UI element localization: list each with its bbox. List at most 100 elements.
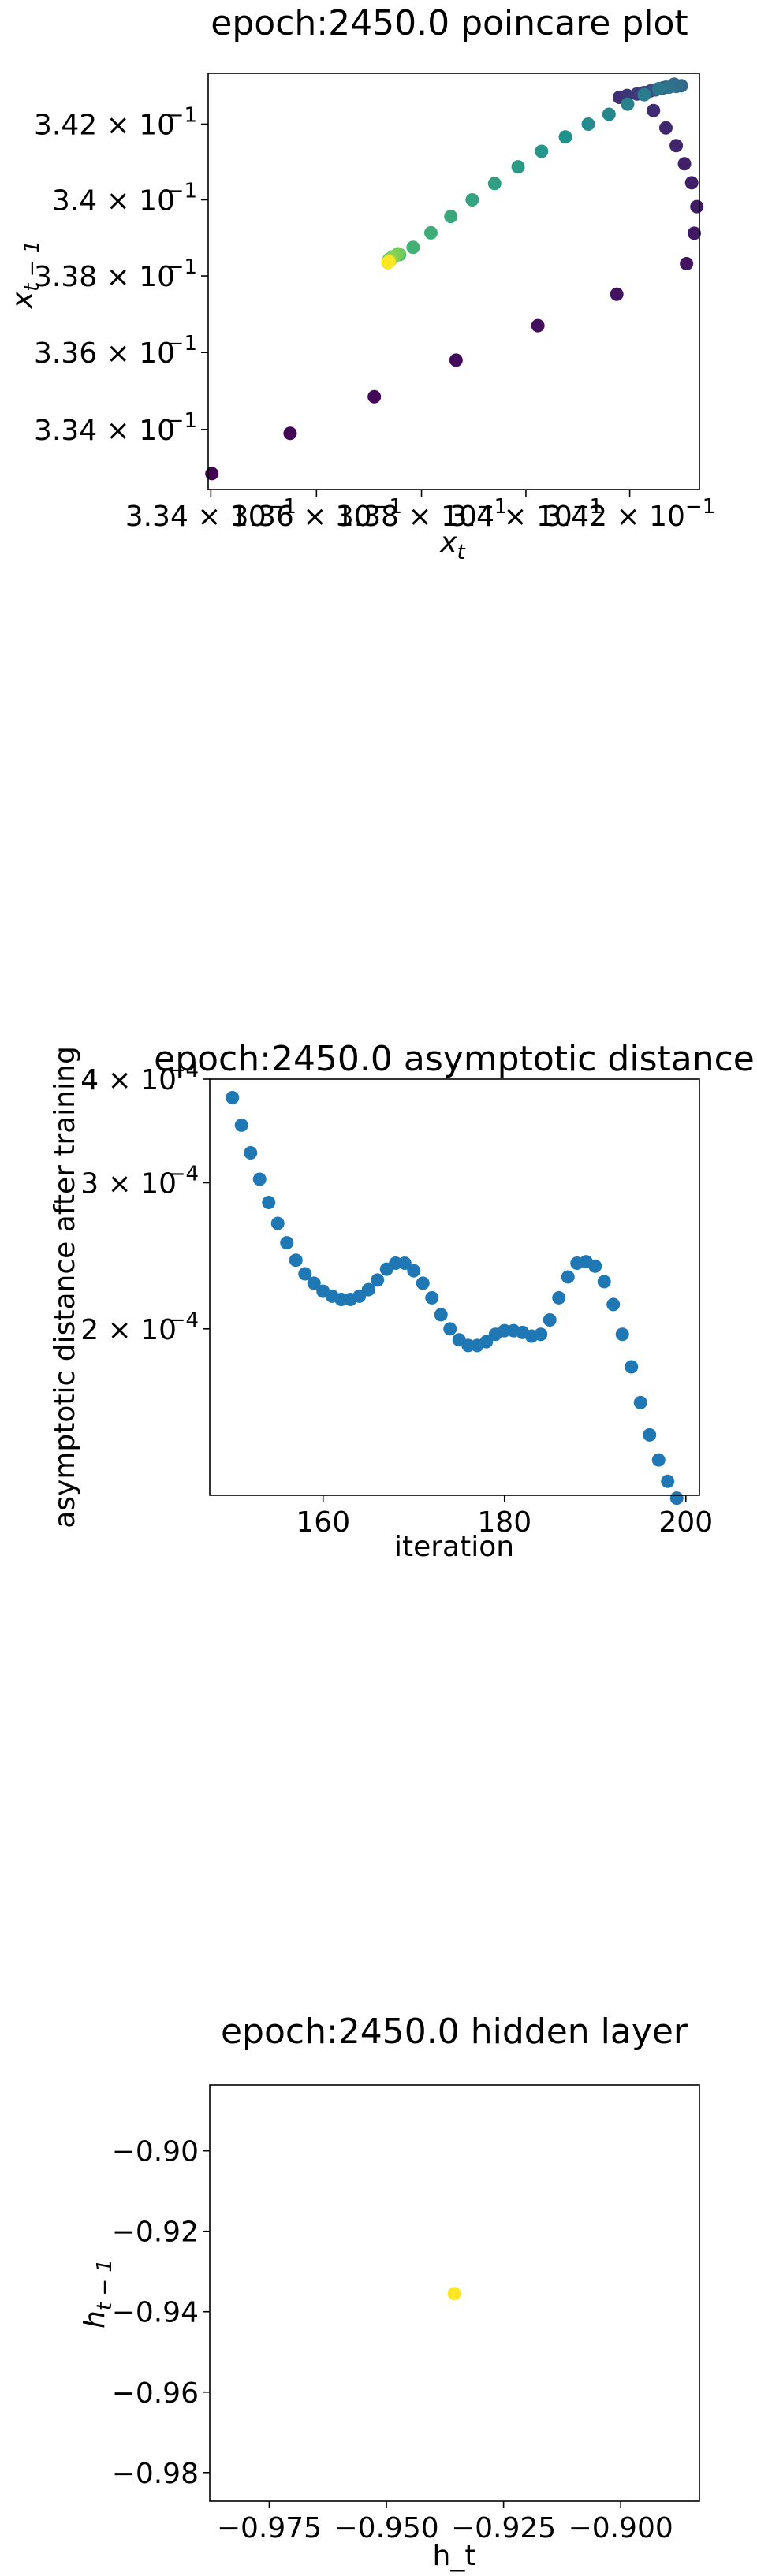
poincare-point [487,177,502,191]
distance-point [397,1256,412,1270]
distance-point [270,1216,285,1230]
poincare-x-axis-label: xt [439,527,465,564]
y-tick-label: 3 × 10 [80,1167,177,1200]
distance-point [615,1327,629,1342]
poincare-point [531,318,545,333]
poincare-y-label-base: x [6,291,39,309]
distance-point [534,1327,548,1342]
y-tick-label: −0.98 [112,2458,199,2490]
distance-point [425,1290,439,1305]
distance-point [226,1090,240,1104]
x-tick-label: −0.975 [217,2512,322,2544]
x-tick-label: 3.34 × 10−1 [125,495,296,533]
x-tick-label: 160 [296,1506,350,1539]
distance-point [552,1290,566,1305]
distance-point [371,1273,385,1287]
distance-point [280,1236,294,1250]
poincare-point [205,467,219,481]
distance-point [361,1282,375,1297]
poincare-point [449,353,463,367]
x-tick-label: 3.38 × 10−1 [336,495,507,533]
distance-point [307,1276,321,1290]
distance-point [407,1264,421,1278]
y-tick-label: 4 × 10 [80,1064,177,1096]
poincare-point [535,144,549,158]
y-tick-exponent: −4 [169,1162,199,1186]
y-tick-label: −0.94 [112,2297,199,2329]
distance-point [661,1474,675,1488]
y-tick-label: 2 × 10 [80,1314,177,1346]
distance-point [543,1313,557,1327]
poincare-points [205,77,704,481]
y-tick-exponent: −1 [167,179,197,203]
x-tick-label: −0.950 [334,2512,438,2544]
distance-point [234,1118,248,1132]
distance-plot-frame [209,1078,700,1496]
hidden-layer-y-axis-label: ht − 1 [79,2259,117,2328]
poincare-point [423,225,438,240]
poincare-point [581,117,595,131]
poincare-plot-title: epoch:2450.0 poincare plot [211,3,688,43]
poincare-point [621,97,635,111]
distance-point [606,1297,621,1312]
y-tick-label: 3.34 × 10 [34,415,175,447]
distance-point [643,1428,657,1442]
x-tick-label: 3.4 × 10−1 [449,495,602,533]
distance-point [597,1275,611,1289]
distance-x-axis-label: iteration [394,1531,514,1563]
poincare-point [465,192,479,207]
x-tick-label: 3.36 × 10−1 [231,495,402,533]
distance-point [633,1395,647,1409]
poincare-y-label-sub: t − 1 [21,240,44,292]
poincare-point [511,160,525,174]
poincare-point [651,82,666,96]
poincare-point [677,157,692,171]
poincare-point [687,226,701,240]
y-tick-exponent: −1 [167,332,197,356]
poincare-point [610,287,624,301]
poincare-point [283,426,297,441]
y-tick-exponent: −1 [167,103,197,127]
distance-point [479,1335,494,1349]
distance-plot-title: epoch:2450.0 asymptotic distance [154,1039,755,1079]
poincare-point [406,240,420,255]
poincare-point [558,130,572,144]
hidden-layer-axes: −0.975 −0.950 −0.925 −0.900 −0.90 −0.92 −0.94 −… [112,2136,673,2544]
y-tick-label: −0.90 [112,2136,199,2168]
hidden-layer-point [447,2287,461,2301]
distance-point [588,1259,602,1273]
poincare-plot-frame [207,73,700,490]
poincare-point [680,257,694,271]
distance-point [252,1172,267,1186]
poincare-axes: 3.34 × 10−13.36 × 10−13.38 × 10−13.4 × 1… [34,103,715,533]
x-tick-label: 180 [477,1506,531,1539]
distance-point [289,1253,303,1268]
distance-point [625,1360,639,1374]
poincare-point [444,210,458,224]
distance-point [298,1267,312,1281]
hidden-layer-x-axis-label: h_t [433,2540,476,2572]
hidden-layer-y-label-base: h [79,2310,111,2328]
distance-point [244,1146,258,1160]
y-tick-exponent: −4 [169,1308,199,1332]
hidden-layer-y-label-sub: t − 1 [93,2259,117,2310]
poincare-point [602,107,616,121]
x-tick-label: 3.42 × 10−1 [544,495,715,533]
y-tick-exponent: −1 [167,255,197,279]
y-tick-label: 3.38 × 10 [34,261,175,293]
distance-point [443,1322,457,1336]
distance-point [669,1491,684,1506]
distance-point [416,1276,430,1290]
distance-point [262,1196,276,1210]
poincare-point [690,199,704,214]
hidden-layer-plot-frame [209,2084,700,2502]
hidden-layer-points [447,2287,461,2301]
y-tick-label: −0.92 [112,2217,199,2249]
y-tick-label: 3.42 × 10 [34,109,175,141]
distance-point [434,1308,448,1322]
hidden-layer-plot-title: epoch:2450.0 hidden layer [221,2012,688,2052]
y-tick-exponent: −1 [167,409,197,433]
y-tick-label: −0.96 [112,2377,199,2410]
